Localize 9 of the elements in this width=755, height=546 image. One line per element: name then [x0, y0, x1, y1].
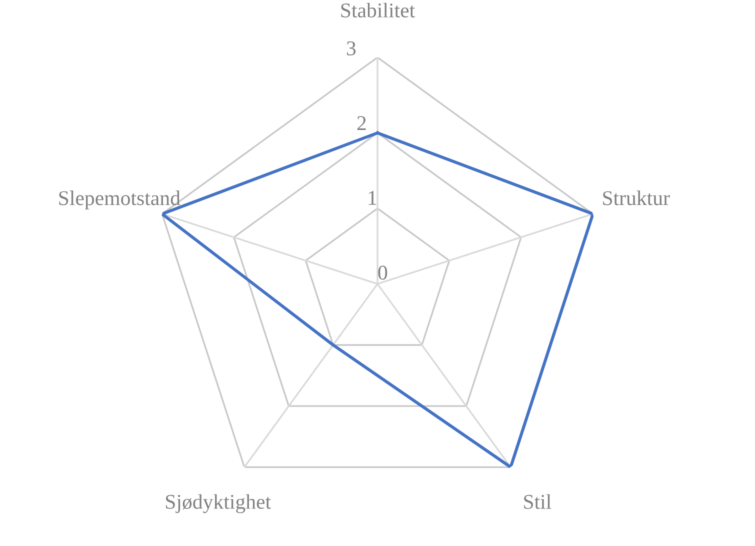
spoke-label: Stabilitet	[341, 2, 415, 18]
spoke-label: Sjødyktighet	[166, 494, 271, 514]
y-tick-label: 1	[368, 190, 376, 205]
y-tick-label: 0	[378, 266, 388, 280]
spoke-label: Slepemotstand	[59, 190, 180, 210]
y-tick-label: 3	[346, 41, 356, 56]
y-tick-label: 2	[357, 116, 366, 130]
spoke-label: Struktur	[603, 190, 670, 206]
spoke-label: Stil	[524, 494, 552, 509]
